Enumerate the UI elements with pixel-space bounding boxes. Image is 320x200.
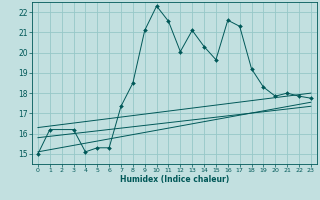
X-axis label: Humidex (Indice chaleur): Humidex (Indice chaleur) [120, 175, 229, 184]
